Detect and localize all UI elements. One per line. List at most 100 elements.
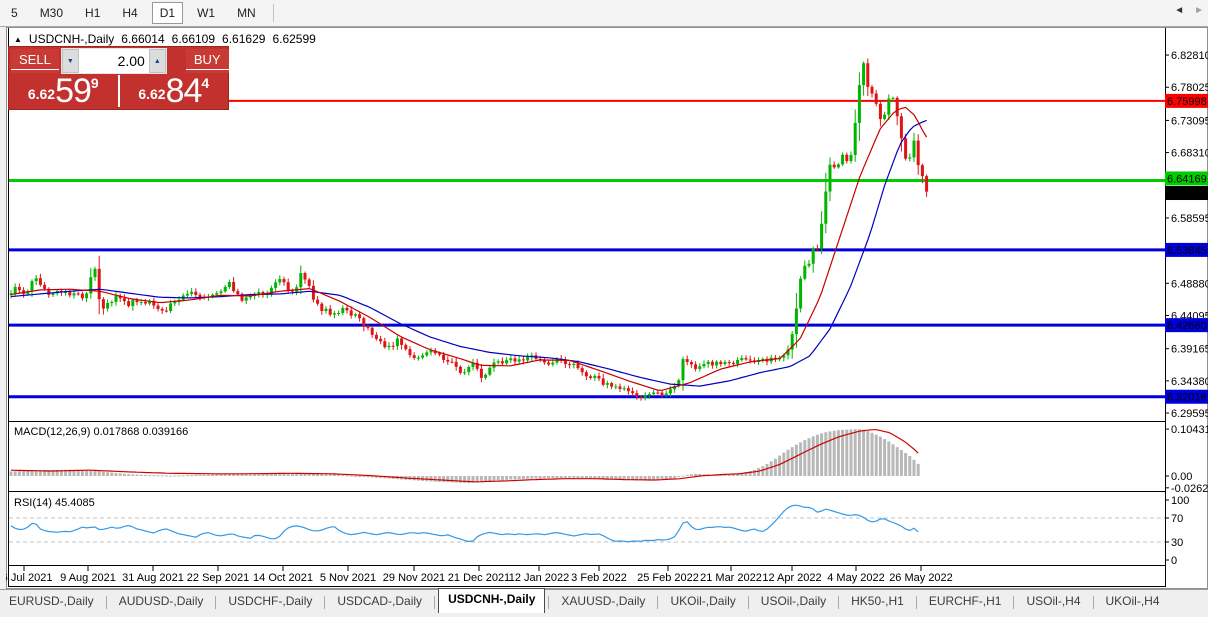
svg-text:6.62599: 6.62599 [1167,188,1207,200]
tab-usdchf-daily[interactable]: USDCHF-,Daily [228,594,313,608]
svg-text:12 Apr 2022: 12 Apr 2022 [762,572,821,584]
chart-canvas[interactable]: 6.82810 6.78025 6.73095 6.68310 6.58595 6.488… [6,27,1208,589]
tab-separator [548,595,550,609]
rsi-indicator-label: RSI(14) 45.4085 [14,497,95,509]
tab-hk50-h1[interactable]: HK50-,H1 [851,594,904,608]
svg-text:6.32018: 6.32018 [1167,392,1207,404]
tab-separator [838,595,840,609]
svg-text:6.48880: 6.48880 [1171,278,1208,290]
svg-text:4 May 2022: 4 May 2022 [827,572,884,584]
svg-text:0.104313: 0.104313 [1171,424,1208,436]
sell-price-button[interactable]: 6.62 59 9 [9,74,118,108]
chart-title: ▲ USDCNH-,Daily 6.66014 6.66109 6.61629 … [14,32,316,46]
macd-axis: 0.104313 0.00-0.026249 [1165,424,1208,495]
tab-usdcad-daily[interactable]: USDCAD-,Daily [337,594,423,608]
tab-separator [324,595,326,609]
svg-text:0: 0 [1171,555,1177,567]
svg-text:29 Nov 2021: 29 Nov 2021 [383,572,445,584]
svg-text:6.78025: 6.78025 [1171,82,1208,94]
macd-panel [9,429,920,484]
tab-separator [657,595,659,609]
tab-usoil-daily[interactable]: USOil-,Daily [760,594,827,608]
svg-text:6.82810: 6.82810 [1171,50,1208,62]
svg-text:-0.026249: -0.026249 [1171,483,1208,495]
ohlc-low: 6.61629 [222,32,266,46]
svg-text:12 Jan 2022: 12 Jan 2022 [509,572,570,584]
symbol-title: USDCNH-,Daily [28,32,115,46]
tab-separator [1092,595,1094,609]
sell-button[interactable]: SELL [11,49,59,73]
chart-window[interactable]: 6.82810 6.78025 6.73095 6.68310 6.58595 6.488… [6,27,1208,589]
svg-text:6.58595: 6.58595 [1171,213,1208,225]
buy-price-button[interactable]: 6.62 84 4 [120,74,229,108]
volume-decrease-button[interactable]: ▼ [61,49,79,73]
buy-button[interactable]: BUY [185,49,229,73]
sell-button-label: SELL [11,52,59,70]
tab-separator [1013,595,1015,609]
svg-text:6.34380: 6.34380 [1171,376,1208,388]
price-divider [117,75,120,107]
svg-text:6.29595: 6.29595 [1171,408,1208,420]
timeframe-button-5[interactable]: 5 [11,6,18,20]
tab-ukoil-daily[interactable]: UKOil-,Daily [670,594,736,608]
tab-separator [215,595,217,609]
tab-xauusd-daily[interactable]: XAUUSD-,Daily [561,594,646,608]
tab-separator [105,595,107,609]
tab-separator [747,595,749,609]
tab-usdcnh-daily[interactable]: USDCNH-,Daily [438,588,546,614]
svg-text:31 Aug 2021: 31 Aug 2021 [122,572,184,584]
tab-scroll-left-icon[interactable]: ◄ [1174,5,1185,16]
svg-text:6.42660: 6.42660 [1167,320,1207,332]
rsi-axis: 100 70 30 0 [1165,495,1189,567]
svg-text:21 Mar 2022: 21 Mar 2022 [700,572,762,584]
tab-separator [434,595,436,609]
toolbar-separator [272,4,274,22]
volume-spinner: ▼ ▲ [60,48,167,74]
timeframe-button-h4[interactable]: H4 [122,6,138,20]
svg-text:6.73095: 6.73095 [1171,115,1208,127]
macd-indicator-label: MACD(12,26,9) 0.017868 0.039166 [14,426,189,438]
timeframe-button-mn[interactable]: MN [237,6,256,20]
svg-text:16 Jul 2021: 16 Jul 2021 [6,572,52,584]
timeframe-toolbar: 5 M30 H1 H4 D1 W1 MN [0,0,1208,27]
timeframe-button-d1[interactable]: D1 [151,2,184,24]
svg-text:21 Dec 2021: 21 Dec 2021 [448,572,510,584]
tab-scroll-right-icon[interactable]: ► [1194,5,1204,16]
volume-input[interactable] [78,49,149,73]
timeframe-button-m30[interactable]: M30 [39,6,64,20]
svg-text:0.00: 0.00 [1171,471,1192,483]
svg-text:3 Feb 2022: 3 Feb 2022 [571,572,627,584]
svg-text:25 Feb 2022: 25 Feb 2022 [637,572,699,584]
tab-audusd-daily[interactable]: AUDUSD-,Daily [118,594,204,608]
volume-increase-button[interactable]: ▲ [148,49,166,73]
one-click-trade-panel: SELL ▼ ▲ BUY 6.62 59 [8,46,229,110]
buy-price-prefix: 6.62 [138,86,166,102]
tab-separator [915,595,917,609]
svg-text:26 May 2022: 26 May 2022 [889,572,953,584]
sell-price-prefix: 6.62 [27,86,56,102]
svg-text:6.53845: 6.53845 [1167,245,1207,257]
price-tags: 6.75998 6.64169 6.53845 6.42660 6.32018 6.625… [1165,93,1208,404]
tab-ukoil-h4[interactable]: UKOil-,H4 [1105,594,1160,608]
ohlc-open: 6.66014 [121,32,165,46]
tab-eurchf-h1[interactable]: EURCHF-,H1 [928,594,1002,608]
timeframe-button-w1[interactable]: W1 [197,6,216,20]
svg-text:100: 100 [1171,495,1189,507]
collapse-arrow-icon[interactable]: ▲ [14,34,22,44]
buy-button-label: BUY [185,52,229,70]
moving-averages [10,106,928,391]
tab-usoil-h4[interactable]: USOil-,H4 [1026,594,1081,608]
symbol-tab-bar: EURUSD-,Daily AUDUSD-,Daily USDCHF-,Daily U… [0,588,1208,614]
svg-text:6.64169: 6.64169 [1167,173,1207,185]
rsi-levels [9,517,1165,543]
tab-scroll-arrows: ◄ ► [1174,5,1204,16]
timeframe-button-h1[interactable]: H1 [85,6,101,20]
status-strip [0,613,1208,617]
svg-text:6.68310: 6.68310 [1171,148,1208,160]
svg-text:30: 30 [1171,537,1183,549]
tab-eurusd-daily[interactable]: EURUSD-,Daily [9,594,94,608]
chevron-down-icon: ▼ [66,57,74,65]
svg-text:6.39165: 6.39165 [1171,344,1208,356]
